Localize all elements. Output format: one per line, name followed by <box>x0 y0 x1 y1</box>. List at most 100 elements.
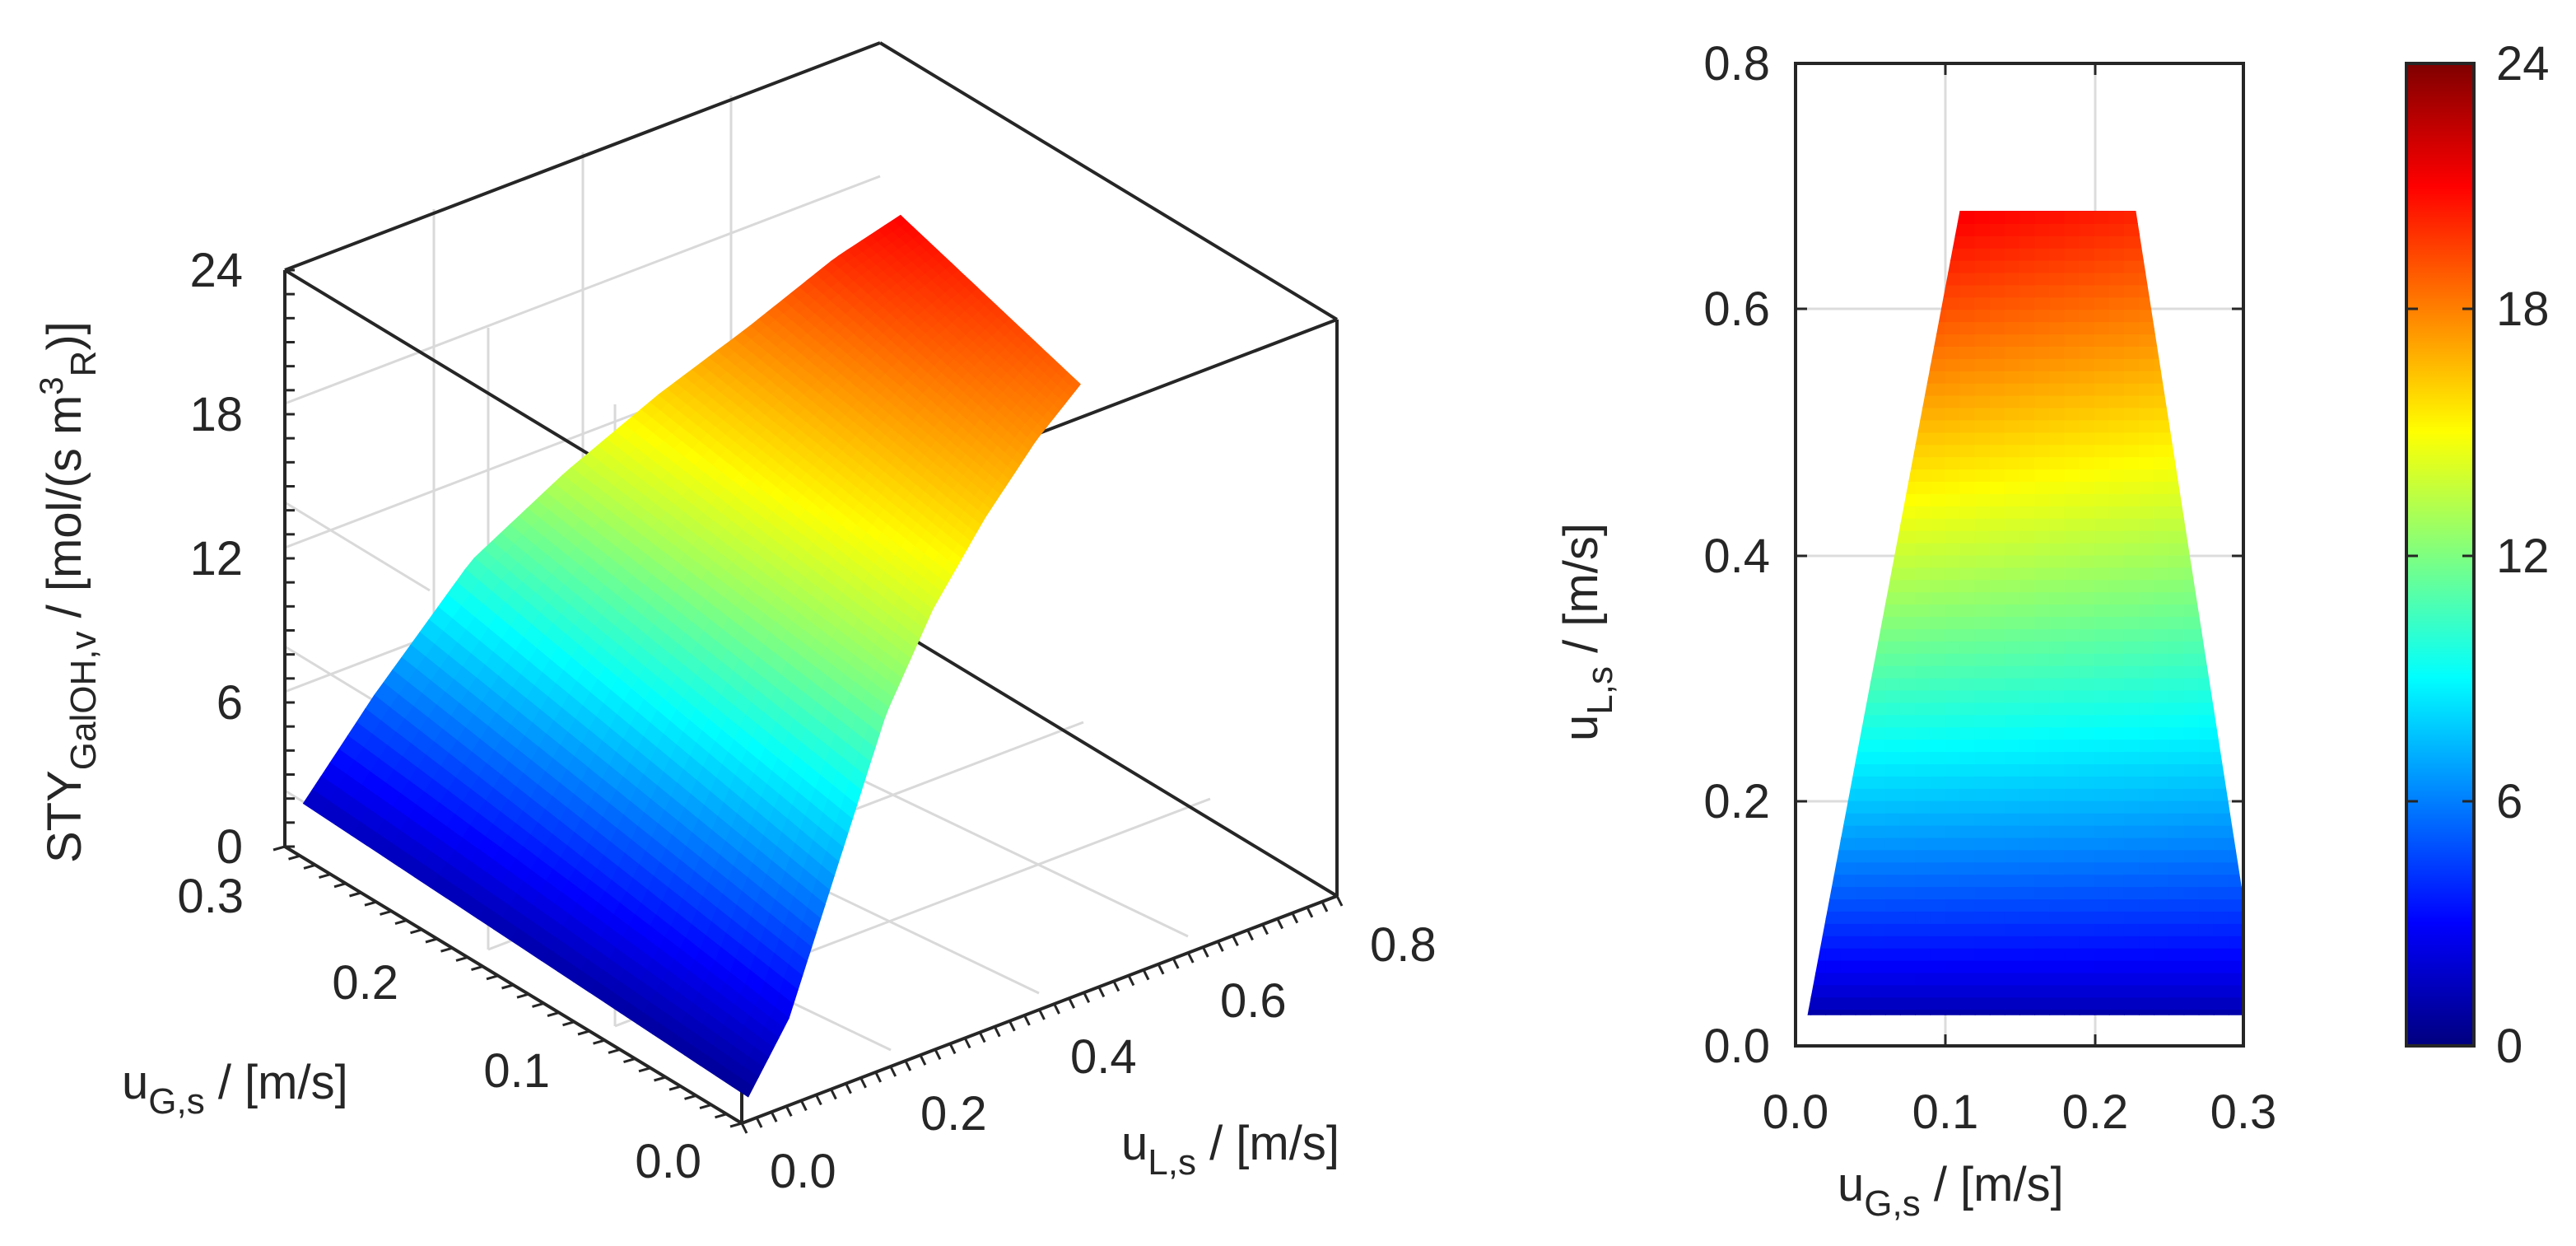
region-cell <box>1974 935 1991 949</box>
region-cell <box>2154 357 2170 371</box>
region-cell <box>2214 125 2229 138</box>
region-cell <box>1899 394 1916 408</box>
region-cell <box>2004 714 2020 728</box>
region-cell <box>1930 739 1946 753</box>
region-cell <box>1825 763 1842 777</box>
region-cell <box>1930 247 1946 261</box>
region-cell <box>1945 469 1961 482</box>
region-cell <box>2213 1009 2229 1015</box>
region-cell <box>1989 849 2005 863</box>
region-cell <box>1855 616 1871 629</box>
region-cell <box>1807 530 1812 544</box>
region-cell <box>1855 530 1871 544</box>
region-cell <box>1945 751 1961 764</box>
region-cell <box>2004 959 2020 973</box>
region-cell <box>1807 382 1812 396</box>
y-minor-tick <box>577 1029 590 1036</box>
region-cell <box>2049 739 2066 753</box>
region-cell <box>1899 432 1916 446</box>
region-cell <box>2019 125 2035 138</box>
region-cell <box>2064 911 2080 924</box>
region-cell <box>2198 898 2215 912</box>
region-cell <box>1807 432 1812 446</box>
region-cell <box>1945 247 1961 261</box>
region-cell <box>2080 88 2095 101</box>
region-cell <box>1825 984 1842 998</box>
region-cell <box>1974 640 1991 654</box>
region-cell <box>1915 959 1931 973</box>
region-cell <box>1959 247 1976 261</box>
region-cell <box>1974 284 1991 298</box>
region-cell <box>2079 247 2095 261</box>
region-cell <box>2019 652 2036 666</box>
x-minor-tick <box>1053 1003 1060 1015</box>
region-cell <box>1930 911 1946 924</box>
region-cell <box>2079 211 2095 212</box>
region-cell <box>1974 775 1991 789</box>
region-cell <box>2064 947 2080 961</box>
region-cell <box>2005 174 2020 187</box>
region-cell <box>2004 640 2020 654</box>
region-cell <box>2198 542 2215 556</box>
region-cell <box>1945 616 1961 629</box>
region-cell <box>1959 334 1976 347</box>
region-cell <box>2064 922 2080 936</box>
x-minor-tick <box>1217 940 1224 952</box>
region-cell <box>2064 321 2080 335</box>
region-cell <box>2049 505 2066 519</box>
region-cell <box>2184 161 2200 175</box>
region-cell <box>1870 321 1886 335</box>
y-minor-tick <box>288 854 300 861</box>
region-cell <box>2123 1009 2140 1015</box>
colorbar-tick-label: 18 <box>2496 282 2550 336</box>
region-cell <box>1840 100 1856 114</box>
region-cell <box>2064 886 2080 899</box>
region-cell <box>1840 886 1856 899</box>
region-cell <box>2064 517 2080 531</box>
region-cell <box>1959 492 1976 506</box>
region-cell <box>2094 665 2110 679</box>
region-cell <box>1930 76 1945 89</box>
region-cell <box>1989 284 2005 298</box>
region-cell <box>2213 911 2229 924</box>
region-cell <box>1989 444 2005 458</box>
region-cell <box>2094 874 2110 888</box>
x-tick-label: 0.4 <box>1070 1030 1137 1084</box>
region-cell <box>2019 689 2036 703</box>
region-cell <box>1807 787 1812 801</box>
region-cell <box>1959 751 1976 764</box>
region-cell <box>2183 959 2200 973</box>
region-cell <box>2139 505 2155 519</box>
region-cell <box>1884 677 1901 691</box>
region-cell <box>2049 382 2066 396</box>
region-cell <box>1945 334 1961 347</box>
region-cell <box>1870 751 1886 764</box>
region-cell <box>2005 113 2020 126</box>
region-cell <box>2139 247 2155 261</box>
region-cell <box>2094 616 2110 629</box>
region-cell <box>1989 567 2005 581</box>
region-cell <box>2123 935 2140 949</box>
region-cell <box>1825 321 1842 335</box>
region-cell <box>1870 628 1886 642</box>
region-cell <box>1899 886 1916 899</box>
region-cell <box>2094 346 2110 359</box>
region-cell <box>2108 812 2125 826</box>
region-cell <box>1959 272 1976 286</box>
region-cell <box>1810 370 1827 384</box>
region-cell <box>2198 247 2215 261</box>
region-cell <box>2034 481 2051 494</box>
z-tick-label: 0 <box>217 820 243 874</box>
region-cell <box>2034 456 2051 470</box>
region-cell <box>2049 444 2066 458</box>
region-cell <box>2168 824 2185 838</box>
region-cell <box>1807 444 1812 458</box>
region-cell <box>2198 861 2215 875</box>
region-cell <box>2034 751 2051 764</box>
region-cell <box>1855 726 1871 740</box>
region-cell <box>2123 505 2140 519</box>
region-cell <box>2168 665 2185 679</box>
region-cell <box>1810 677 1827 691</box>
region-cell <box>2213 505 2229 519</box>
region-cell <box>2198 259 2215 273</box>
